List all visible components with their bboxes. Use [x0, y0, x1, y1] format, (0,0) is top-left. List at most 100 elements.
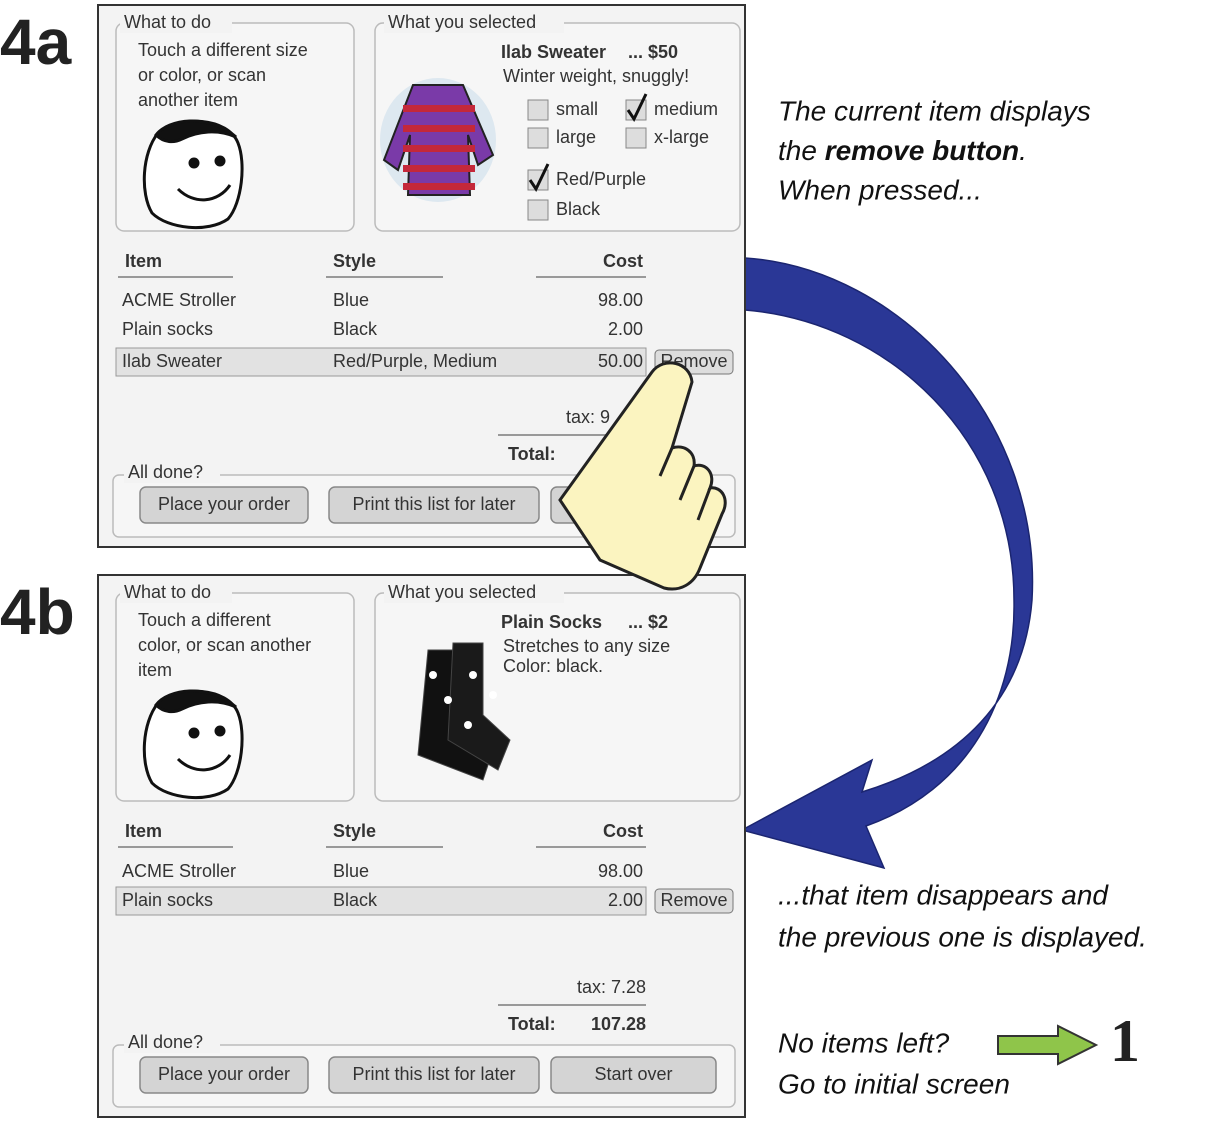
section-title: What to do [124, 12, 211, 32]
product-description: Color: black. [503, 656, 603, 676]
sock-pattern [429, 671, 437, 679]
cell: Plain socks [122, 890, 213, 910]
eye [214, 725, 226, 737]
instruction: or color, or scan [138, 65, 266, 85]
cell: 98.00 [598, 861, 643, 881]
face-illustration [142, 119, 244, 230]
product-description: Stretches to any size [503, 636, 670, 656]
screen-label: 4a [0, 6, 72, 78]
eye [214, 155, 226, 167]
total-value: 107.28 [591, 1014, 646, 1034]
cell: Black [333, 319, 378, 339]
annotation: Go to initial screen [778, 1068, 1010, 1099]
column-header: Cost [603, 821, 643, 841]
title-bg [124, 465, 220, 483]
option-label: small [556, 99, 598, 119]
action-button[interactable] [139, 1056, 309, 1094]
checkbox[interactable] [625, 127, 647, 149]
column-header: Item [125, 821, 162, 841]
cell: 2.00 [608, 319, 643, 339]
column-header: Style [333, 251, 376, 271]
product-price: ... $2 [628, 612, 668, 632]
cell: 98.00 [598, 290, 643, 310]
button-label: Print this list for later [352, 494, 515, 514]
title-bg [124, 1035, 220, 1053]
action-button[interactable] [550, 1056, 717, 1094]
button-label: Place your order [158, 494, 290, 514]
option-label: large [556, 127, 596, 147]
title-bg [384, 583, 564, 603]
annotation: the remove button. [778, 135, 1027, 166]
cell: Ilab Sweater [122, 351, 222, 371]
title-bg [120, 583, 232, 603]
annotation-part: . [1019, 135, 1027, 166]
action-button[interactable] [139, 486, 309, 524]
section-title: What to do [124, 582, 211, 602]
sock [447, 642, 511, 771]
instruction: another item [138, 90, 238, 110]
title-bg [120, 13, 232, 33]
product-description: Winter weight, snuggly! [503, 66, 689, 86]
product-name: Ilab Sweater [501, 42, 606, 62]
action-button[interactable] [328, 1056, 540, 1094]
screen-label: 4b [0, 576, 75, 648]
face-illustration [142, 689, 244, 800]
tax: tax: 9 [566, 407, 610, 427]
annotation: ...that item disappears and [778, 879, 1109, 910]
cell: Plain socks [122, 319, 213, 339]
option-label: Black [556, 199, 601, 219]
product-price: ... $50 [628, 42, 678, 62]
button-label: Start over [594, 1064, 672, 1084]
product-image [380, 78, 496, 202]
cell: Blue [333, 290, 369, 310]
screen: 4a What to do Touch a different size or col… [0, 4, 746, 548]
stripe [403, 165, 475, 172]
instruction: color, or scan another [138, 635, 311, 655]
annotation: the previous one is displayed. [778, 921, 1147, 952]
section-title: What you selected [388, 582, 536, 602]
sock-pattern [469, 671, 477, 679]
annotation: The current item displays [778, 95, 1091, 126]
screens: 4a What to do Touch a different size or col… [0, 4, 746, 1118]
total-label: Total: [508, 444, 556, 464]
smile [176, 184, 232, 202]
title-bg [384, 13, 564, 33]
eye [188, 157, 200, 169]
screen: 4b What to do Touch a different color, or s… [0, 574, 746, 1118]
checkmark [626, 93, 648, 123]
section-title: All done? [128, 462, 203, 482]
cell: 2.00 [608, 890, 643, 910]
checkbox[interactable] [527, 127, 549, 149]
tax: tax: 7.28 [577, 977, 646, 997]
smile [176, 754, 232, 772]
instruction: item [138, 660, 172, 680]
option-label: x-large [654, 127, 709, 147]
cell: ACME Stroller [122, 290, 236, 310]
remove-button[interactable] [654, 888, 734, 914]
annotation-part: remove button [825, 135, 1019, 166]
option-label: Red/Purple [556, 169, 646, 189]
selected-row [115, 347, 647, 377]
column-header: Cost [603, 251, 643, 271]
sock-pattern [489, 691, 497, 699]
hair [154, 119, 237, 144]
button-label: Print this list for later [352, 1064, 515, 1084]
stripe [403, 145, 475, 152]
sock-pattern [444, 696, 452, 704]
instruction: Touch a different [138, 610, 271, 630]
flow-arrow [739, 257, 1034, 870]
cell: Black [333, 890, 378, 910]
cell: Blue [333, 861, 369, 881]
eye [188, 727, 200, 739]
stripe [403, 183, 475, 190]
stripe [403, 125, 475, 132]
checkbox[interactable] [527, 99, 549, 121]
column-header: Item [125, 251, 162, 271]
checkbox[interactable] [527, 199, 549, 221]
annotation: No items left? [778, 1027, 950, 1058]
action-button[interactable] [328, 486, 540, 524]
cell: 50.00 [598, 351, 643, 371]
annotation: When pressed... [778, 174, 982, 205]
screen-reference: 1 [1110, 1008, 1140, 1074]
